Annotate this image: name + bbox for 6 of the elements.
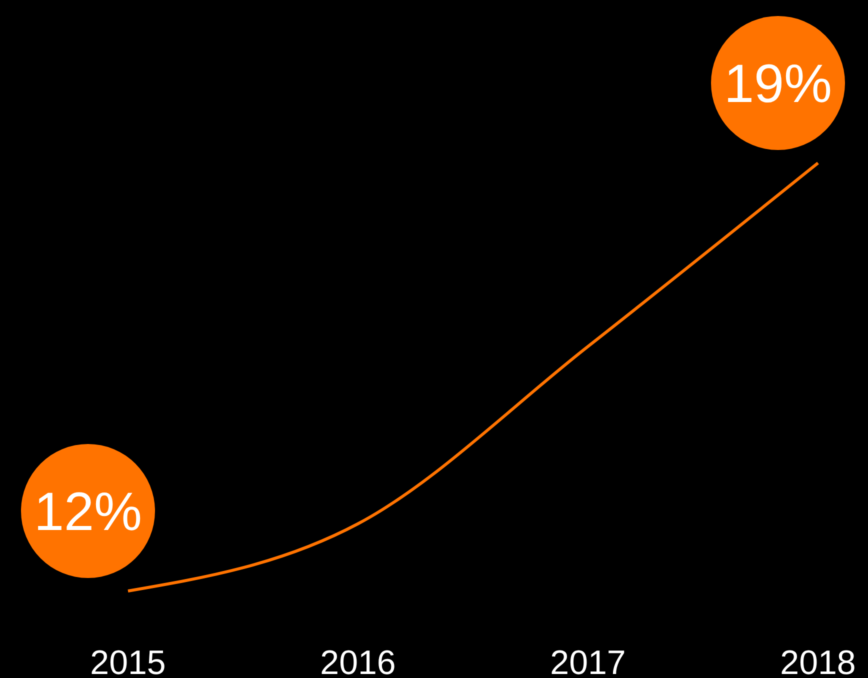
data-label: 12%: [34, 482, 142, 542]
x-tick-label: 2018: [780, 644, 856, 678]
x-tick-label: 2016: [320, 644, 396, 678]
x-tick-label: 2015: [90, 644, 166, 678]
data-label: 19%: [724, 54, 832, 114]
x-tick-label: 2017: [550, 644, 626, 678]
